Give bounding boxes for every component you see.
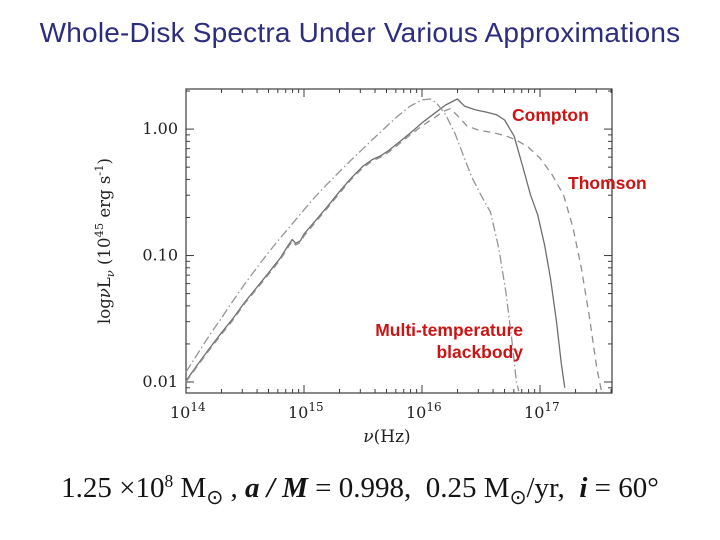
compton-curve: [185, 98, 566, 388]
x-tick-label: 1014: [170, 400, 206, 422]
slide-title: Whole-Disk Spectra Under Various Approxi…: [39, 17, 681, 48]
x-tick-label: 1017: [524, 400, 560, 422]
multibb-label-line1: Multi-temperature: [375, 320, 523, 340]
x-axis-label: ν(Hz): [363, 427, 410, 447]
caption-comma: ,: [223, 472, 246, 504]
multibb-label-line2: blackbody: [436, 342, 523, 362]
y-tick-label: 0.10: [142, 246, 178, 265]
multibb-curve-label: Multi-temperature blackbody: [375, 319, 523, 363]
caption-inclination-symbol: i: [579, 472, 588, 504]
compton-curve-label: Compton: [512, 105, 589, 125]
x-tick-label: 1015: [288, 400, 324, 422]
sun-symbol: ⊙: [509, 486, 527, 509]
thomson-curve-label: Thomson: [568, 173, 647, 193]
multibb-curve: [185, 98, 520, 392]
y-tick-label: 1.00: [142, 119, 178, 138]
y-tick-label: 0.01: [142, 372, 178, 391]
caption-spin-value: = 0.998, 0.25 M: [307, 472, 510, 504]
caption-accretion-rate: /yr,: [526, 472, 580, 504]
caption-mass: 1.25 ×10: [61, 472, 165, 504]
caption-spin-symbol: a / M: [245, 472, 308, 504]
model-parameters-caption: 1.25 ×108 M⊙ , a / M = 0.998, 0.25 M⊙/yr…: [0, 471, 720, 508]
thomson-curve: [185, 108, 603, 392]
y-axis-label: logνLν (1045 erg s-1): [92, 158, 117, 324]
plot-frame: [185, 88, 613, 394]
sun-symbol: ⊙: [206, 486, 224, 509]
caption-inclination-value: = 60°: [587, 472, 659, 504]
x-tick-label: 1016: [406, 400, 442, 422]
caption-mass-exponent: 8: [164, 471, 174, 492]
caption-msun: M: [173, 472, 207, 504]
